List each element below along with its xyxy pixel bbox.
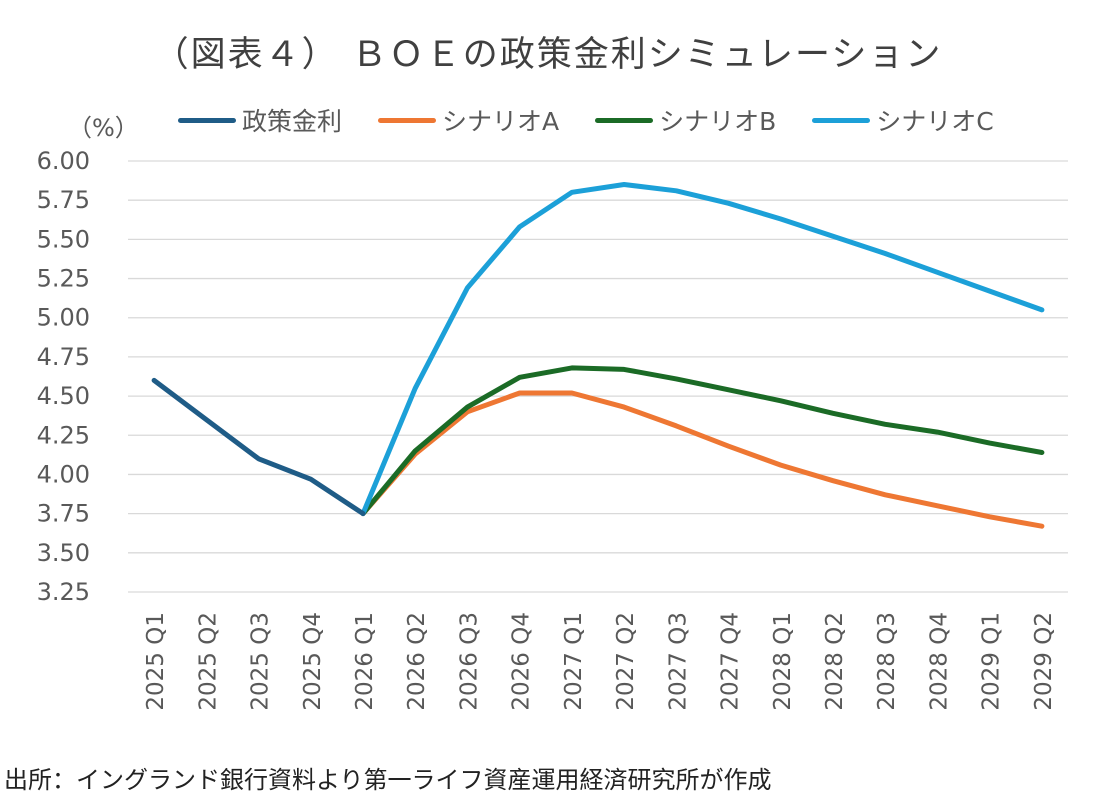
y-tick-label: 4.50 [37, 382, 90, 410]
x-tick-label: 2027 Q4 [718, 612, 744, 711]
y-tick-label: 3.75 [37, 500, 90, 528]
y-tick-label: 5.50 [37, 225, 90, 253]
x-tick-label: 2028 Q1 [770, 612, 796, 711]
legend-swatch-scenario-c [812, 117, 871, 123]
legend-swatch-policy-rate [178, 117, 236, 123]
x-tick-label: 2028 Q4 [926, 612, 952, 711]
x-tick-label: 2028 Q3 [874, 612, 900, 711]
x-tick-label: 2029 Q2 [1031, 612, 1057, 711]
x-tick-label: 2025 Q4 [300, 612, 326, 711]
y-tick-label: 4.00 [37, 460, 90, 488]
x-tick-label: 2025 Q1 [143, 612, 169, 711]
y-tick-label: 6.00 [37, 147, 90, 175]
x-tick-label: 2026 Q3 [456, 612, 482, 711]
x-tick-label: 2025 Q3 [248, 612, 274, 711]
series-line-scenario-b [360, 365, 1045, 517]
y-tick-label: 5.25 [37, 265, 90, 293]
y-tick-label: 4.75 [37, 343, 90, 371]
x-tick-label: 2029 Q1 [979, 612, 1005, 711]
source-note: 出所：イングランド銀行資料より第一ライフ資産運用経済研究所が作成 [4, 766, 772, 794]
legend-item-scenario-b: シナリオB [595, 102, 776, 138]
y-tick-label: 5.75 [37, 186, 90, 214]
series-line-policy-rate [151, 377, 366, 517]
legend-swatch-scenario-a [378, 117, 437, 123]
x-tick-label: 2027 Q3 [665, 612, 691, 711]
x-tick-label: 2027 Q2 [613, 612, 639, 711]
x-tick-label: 2026 Q1 [352, 612, 378, 711]
legend-item-policy-rate: 政策金利 [178, 102, 342, 138]
y-tick-label: 3.25 [37, 578, 90, 606]
legend-label-scenario-b: シナリオB [659, 107, 777, 136]
chart-legend: 政策金利 シナリオA シナリオB シナリオC [178, 104, 1030, 136]
legend-swatch-scenario-b [595, 117, 654, 123]
y-tick-label: 3.50 [37, 539, 90, 567]
legend-label-scenario-a: シナリオA [442, 107, 560, 136]
x-tick-label: 2025 Q2 [195, 612, 221, 711]
series-line-scenario-a [360, 390, 1045, 529]
legend-label-policy-rate: 政策金利 [242, 107, 343, 136]
legend-label-scenario-c: シナリオC [876, 107, 994, 136]
x-tick-label: 2026 Q4 [509, 612, 535, 711]
y-tick-label: 5.00 [37, 304, 90, 332]
y-axis-unit-label: （%） [68, 114, 139, 142]
chart-title: （図表４） ＢＯＥの政策金利シミュレーション [153, 35, 943, 75]
legend-item-scenario-c: シナリオC [812, 102, 994, 138]
x-tick-label: 2026 Q2 [404, 612, 430, 711]
x-tick-label: 2027 Q1 [561, 612, 587, 711]
series-line-scenario-c [360, 182, 1045, 517]
x-tick-label: 2028 Q2 [822, 612, 848, 711]
legend-item-scenario-a: シナリオA [378, 102, 559, 138]
y-tick-label: 4.25 [37, 421, 90, 449]
